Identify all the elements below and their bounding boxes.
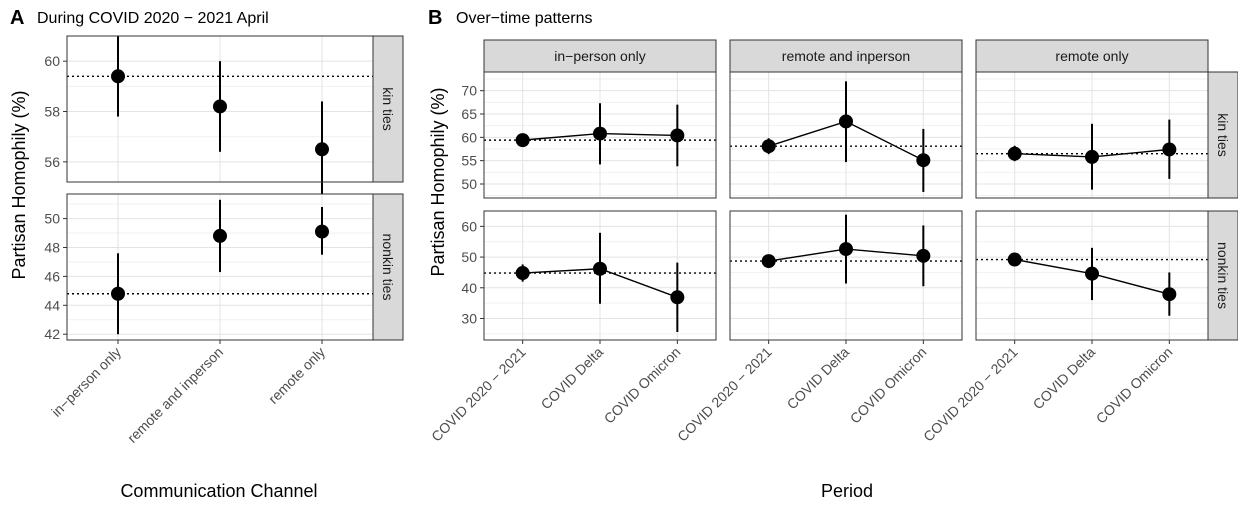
chart-a-nonkin-ties-y-tick-label: 50 xyxy=(44,211,60,227)
chart-b-kin-ties-remote-only-point-1 xyxy=(1007,146,1022,161)
chart-a-nonkin-ties-y-tick-label: 42 xyxy=(44,326,60,342)
chart-a-nonkin-ties-y-tick-label: 44 xyxy=(44,297,60,313)
chart-b-nonkin-ties-in-person-only-point-3 xyxy=(670,290,685,305)
chart-b-nonkin-ties-remote-only-point-1 xyxy=(1007,252,1022,267)
chart-a-nonkin-ties-point-3 xyxy=(315,224,329,239)
chart-b-nonkin-ties-y-tick-label: 60 xyxy=(461,218,477,234)
chart-a-nonkin-ties-point-2 xyxy=(213,228,227,243)
chart-a: 56 58 60 kin ties 42 44 46 48 50 nonkin ties in−pe… xyxy=(44,35,404,446)
chart-b-kin-ties-remote-only-point-2 xyxy=(1085,149,1099,164)
chart-b-remote-only-strip xyxy=(975,39,1209,73)
chart-a-kin-ties-strip-label: kin ties xyxy=(380,87,396,131)
chart-a-kin-ties-point-3 xyxy=(315,142,329,157)
chart-b-nonkin-ties-remote-and-inperson-point-1 xyxy=(761,254,776,269)
chart-b-nonkin-ties-in-person-only-point-1 xyxy=(515,266,530,281)
panel-a-tag: A xyxy=(10,7,24,29)
chart-a-kin-ties-point-1 xyxy=(111,69,125,84)
chart-b-in-person-only-x-tick-label-covid-2020-2021: COVID 2020 − 2021 xyxy=(428,344,529,445)
chart-b-nonkin-ties-y-tick-label: 50 xyxy=(461,249,477,265)
chart-b-remote-only-x-tick-label-covid-delta: COVID Delta xyxy=(1030,344,1099,413)
chart-a-x-tick-label-in-person-only: in−person only xyxy=(48,344,124,420)
chart-b-kin-ties-remote-and-inperson-point-1 xyxy=(761,139,776,154)
chart-a-y-axis-title: Partisan Homophily (%) xyxy=(9,90,29,279)
chart-b-kin-ties-y-tick-label: 55 xyxy=(461,153,477,169)
chart-a-nonkin-ties-strip xyxy=(372,193,404,341)
chart-a-nonkin-ties-strip-label: nonkin ties xyxy=(380,234,396,301)
chart-a-x-tick-label-remote-only: remote only xyxy=(265,344,328,407)
chart-b-kin-ties-y-tick-label: 65 xyxy=(461,106,477,122)
chart-a-kin-ties-y-tick-label: 56 xyxy=(44,154,60,170)
chart-b-remote-and-inperson-strip-label: remote and inperson xyxy=(782,48,910,64)
chart-b-remote-and-inperson-strip xyxy=(729,39,963,73)
chart-b-in-person-only-strip xyxy=(483,39,717,73)
chart-b-nonkin-ties-remote-only-point-3 xyxy=(1162,287,1177,302)
chart-b-kin-ties-in-person-only-point-2 xyxy=(593,126,607,141)
chart-b-kin-ties-y-tick-label: 70 xyxy=(461,83,477,99)
chart-b-nonkin-ties-y-tick-label: 30 xyxy=(461,311,477,327)
panel-b-tag: B xyxy=(428,7,442,29)
chart-b-in-person-only-x-tick-label-covid-omicron: COVID Omicron xyxy=(601,344,684,427)
chart-a-x-tick-label-remote-and-inperson: remote and inperson xyxy=(124,344,226,446)
chart-b-kin-ties-in-person-only-point-3 xyxy=(670,128,685,143)
chart-b-remote-only-x-tick-label-covid-omicron: COVID Omicron xyxy=(1093,344,1176,427)
chart-a-kin-ties-y-tick-label: 58 xyxy=(44,104,60,120)
chart-b-kin-ties-y-tick-label: 50 xyxy=(461,176,477,192)
chart-b-y-axis-title: Partisan Homophily (%) xyxy=(428,87,448,276)
chart-b-kin-ties-remote-and-inperson-point-3 xyxy=(916,153,931,168)
chart-b-x-axis-title: Period xyxy=(821,481,873,501)
chart-b-remote-and-inperson-x-tick-label-covid-omicron: COVID Omicron xyxy=(847,344,930,427)
chart-b-kin-ties-in-person-only-point-1 xyxy=(515,133,530,148)
chart-b-kin-ties-y-tick-label: 60 xyxy=(461,129,477,145)
panel-b-title: Over−time patterns xyxy=(456,10,593,27)
chart-b-remote-only-x-tick-label-covid-2020-2021: COVID 2020 − 2021 xyxy=(920,344,1021,445)
chart-b-nonkin-ties-remote-only-point-2 xyxy=(1085,266,1099,281)
chart-b-nonkin-ties-y-tick-label: 40 xyxy=(461,280,477,296)
chart-b-kin-ties-remote-and-inperson-point-2 xyxy=(839,114,853,129)
chart-b-in-person-only-strip-label: in−person only xyxy=(554,48,645,64)
chart-a-kin-ties-strip xyxy=(372,35,404,183)
chart-b: 50 55 60 65 70 in−person only remote and inper… xyxy=(428,39,1238,445)
chart-a-nonkin-ties-y-tick-label: 48 xyxy=(44,239,60,255)
chart-a-nonkin-ties-point-1 xyxy=(111,286,125,301)
chart-b-remote-and-inperson-x-tick-label-covid-delta: COVID Delta xyxy=(784,344,853,413)
chart-b-remote-and-inperson-x-tick-label-covid-2020-2021: COVID 2020 − 2021 xyxy=(674,344,775,445)
chart-b-kin-ties-remote-only-point-3 xyxy=(1162,142,1177,157)
chart-a-nonkin-ties-y-tick-label: 46 xyxy=(44,268,60,284)
chart-b-kin-ties-strip xyxy=(1207,71,1238,199)
chart-b-nonkin-ties-strip-label: nonkin ties xyxy=(1215,242,1231,309)
chart-a-kin-ties-point-2 xyxy=(213,99,227,114)
chart-b-remote-only-strip-label: remote only xyxy=(1055,48,1128,64)
chart-a-x-axis-title: Communication Channel xyxy=(120,481,317,501)
chart-b-nonkin-ties-remote-and-inperson-point-3 xyxy=(916,248,931,263)
chart-b-in-person-only-x-tick-label-covid-delta: COVID Delta xyxy=(538,344,607,413)
chart-b-kin-ties-strip-label: kin ties xyxy=(1215,113,1231,157)
chart-b-nonkin-ties-strip xyxy=(1207,210,1238,341)
chart-b-nonkin-ties-in-person-only-point-2 xyxy=(593,261,607,276)
panel-a-title: During COVID 2020 − 2021 April xyxy=(37,10,269,27)
chart-a-kin-ties-y-tick-label: 60 xyxy=(44,53,60,69)
chart-b-nonkin-ties-remote-and-inperson-point-2 xyxy=(839,242,853,257)
